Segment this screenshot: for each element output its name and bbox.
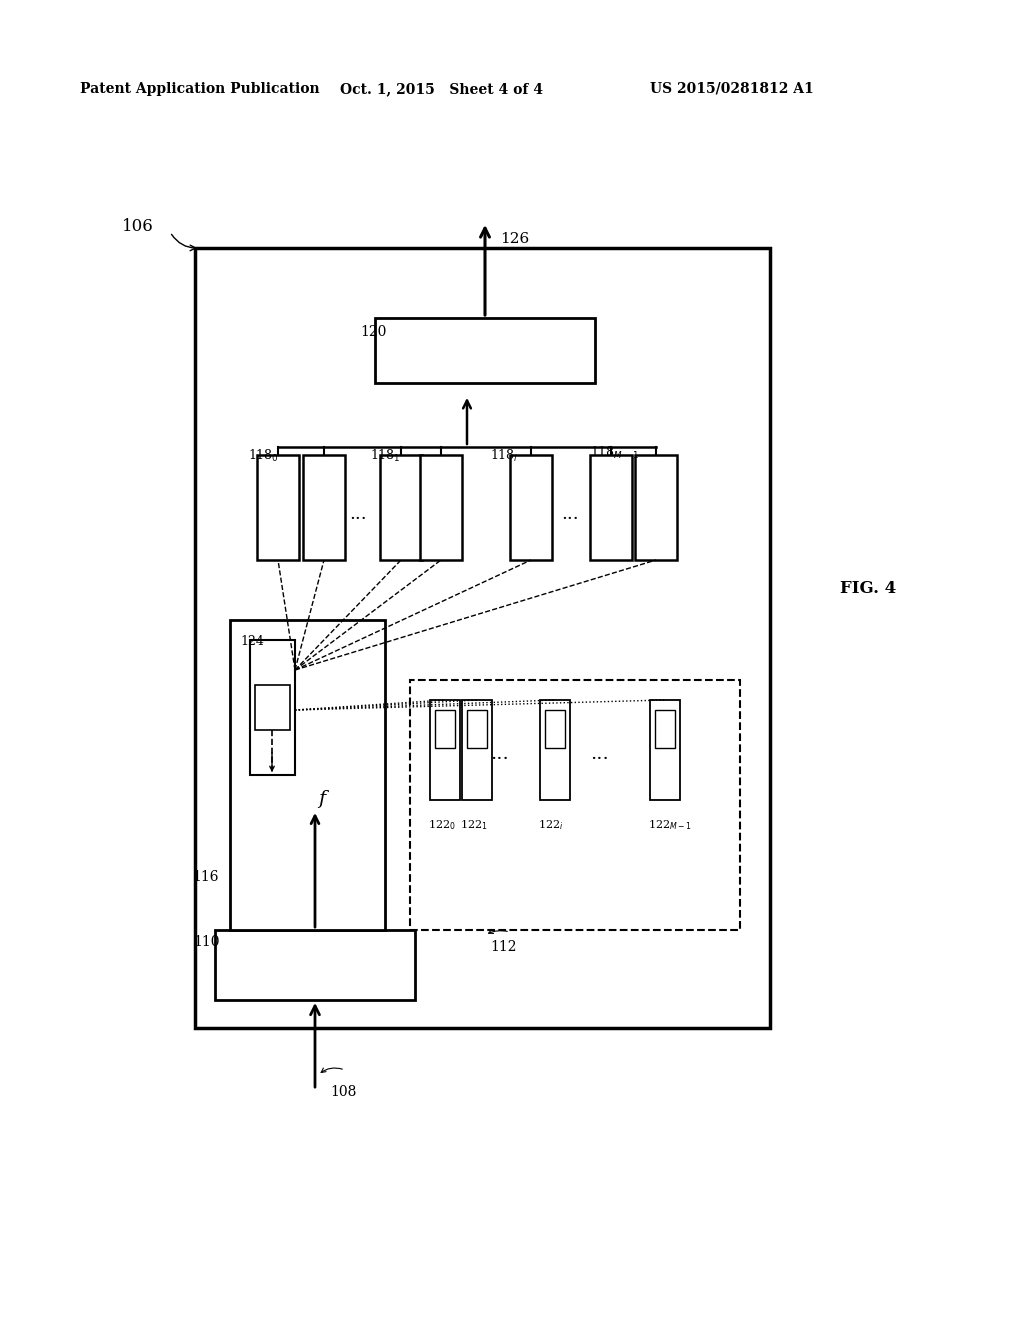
Text: 120: 120	[360, 325, 386, 339]
Bar	[410, 680, 740, 931]
Text: 118$_{M-1}$: 118$_{M-1}$	[590, 445, 639, 461]
Text: Oct. 1, 2015   Sheet 4 of 4: Oct. 1, 2015 Sheet 4 of 4	[340, 82, 543, 96]
Text: 122$_0$: 122$_0$	[428, 818, 456, 832]
Text: ...: ...	[349, 506, 367, 523]
Text: f: f	[318, 789, 326, 808]
Bar	[510, 455, 552, 560]
Bar	[430, 700, 460, 800]
Bar	[650, 700, 680, 800]
Bar	[420, 455, 462, 560]
Text: 112: 112	[490, 940, 516, 954]
Bar	[380, 455, 422, 560]
Bar	[467, 710, 487, 748]
Text: 106: 106	[122, 218, 154, 235]
Bar	[230, 620, 385, 931]
Bar	[257, 455, 299, 560]
Bar	[255, 685, 290, 730]
Text: 122$_i$: 122$_i$	[538, 818, 563, 832]
Text: 118$_0$: 118$_0$	[248, 447, 279, 465]
Text: 110: 110	[193, 935, 219, 949]
Text: 118$_i$: 118$_i$	[490, 447, 518, 465]
Text: 118$_1$: 118$_1$	[370, 447, 400, 465]
Text: 116: 116	[193, 870, 218, 884]
Bar	[215, 931, 415, 1001]
Text: ...: ...	[561, 506, 579, 523]
Text: 126: 126	[500, 232, 529, 246]
Bar	[250, 640, 295, 775]
Text: 108: 108	[330, 1085, 356, 1100]
Bar	[303, 455, 345, 560]
Bar	[540, 700, 570, 800]
Bar	[590, 455, 632, 560]
Bar	[195, 248, 770, 1028]
Bar	[545, 710, 565, 748]
Text: Patent Application Publication: Patent Application Publication	[80, 82, 319, 96]
Text: US 2015/0281812 A1: US 2015/0281812 A1	[650, 82, 814, 96]
Text: 122$_1$: 122$_1$	[460, 818, 487, 832]
Text: ...: ...	[490, 744, 509, 763]
Text: 122$_{M-1}$: 122$_{M-1}$	[648, 818, 692, 832]
Text: ...: ...	[591, 744, 609, 763]
Text: 124: 124	[240, 635, 264, 648]
Bar	[435, 710, 455, 748]
Bar	[375, 318, 595, 383]
Text: FIG. 4: FIG. 4	[840, 579, 896, 597]
Bar	[635, 455, 677, 560]
Bar	[655, 710, 675, 748]
Bar	[462, 700, 492, 800]
